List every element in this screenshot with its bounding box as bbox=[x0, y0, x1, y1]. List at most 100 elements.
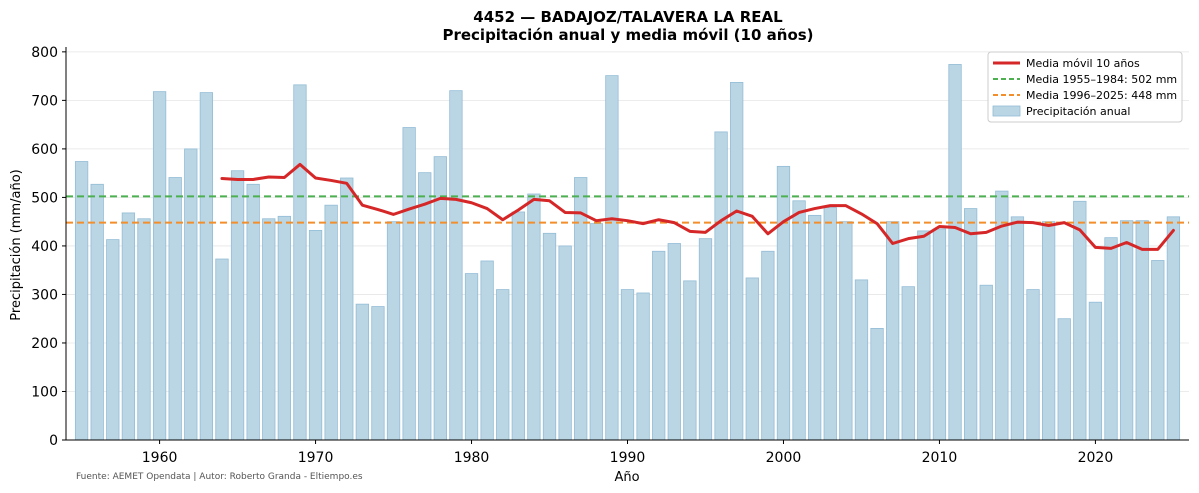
bar bbox=[106, 239, 120, 441]
bar bbox=[308, 229, 323, 441]
y-tick-label: 600 bbox=[31, 142, 58, 158]
bar bbox=[792, 200, 806, 441]
x-tick-label: 2010 bbox=[922, 450, 958, 466]
bar bbox=[262, 218, 276, 441]
bar bbox=[230, 170, 245, 441]
y-tick-label: 700 bbox=[31, 93, 58, 109]
bar bbox=[823, 207, 837, 441]
bar bbox=[496, 289, 510, 441]
y-tick-label: 500 bbox=[31, 190, 58, 206]
bar bbox=[215, 258, 229, 441]
bar bbox=[761, 250, 775, 441]
bar bbox=[1135, 220, 1149, 441]
bar bbox=[683, 280, 697, 441]
bar bbox=[137, 218, 151, 441]
bar bbox=[886, 221, 900, 441]
bar bbox=[152, 91, 167, 441]
bar bbox=[355, 303, 369, 441]
y-tick-label: 400 bbox=[31, 239, 58, 255]
bar bbox=[449, 90, 463, 441]
bar bbox=[901, 286, 915, 441]
bar bbox=[511, 211, 525, 441]
bar bbox=[293, 84, 307, 441]
bar bbox=[698, 238, 713, 441]
bar bbox=[1010, 216, 1025, 441]
x-tick-label: 2000 bbox=[766, 450, 802, 466]
bar bbox=[667, 243, 681, 441]
bar bbox=[808, 214, 822, 441]
bar bbox=[745, 277, 759, 441]
x-tick-label: 1970 bbox=[298, 450, 334, 466]
bar bbox=[636, 292, 650, 441]
moving-average bbox=[220, 162, 1175, 251]
bar bbox=[964, 208, 978, 441]
bar bbox=[589, 223, 603, 441]
bar bbox=[979, 284, 993, 441]
x-tick-label: 1980 bbox=[454, 450, 490, 466]
y-tick-label: 800 bbox=[31, 45, 58, 61]
y-tick-label: 0 bbox=[49, 433, 58, 449]
x-tick-label: 1990 bbox=[610, 450, 646, 466]
bar bbox=[854, 279, 869, 441]
bar bbox=[1166, 216, 1181, 441]
legend-box bbox=[987, 51, 1183, 123]
bar bbox=[917, 230, 931, 441]
reference-lines bbox=[66, 195, 1189, 224]
bar bbox=[1088, 301, 1103, 441]
bar bbox=[402, 127, 416, 441]
legend: Media móvil 10 años Media 1955–1984: 502 … bbox=[987, 51, 1183, 123]
bar bbox=[340, 177, 354, 441]
bar bbox=[324, 204, 338, 441]
bar bbox=[574, 177, 588, 441]
bar bbox=[776, 165, 791, 441]
bar bbox=[1041, 221, 1056, 441]
bar bbox=[464, 273, 479, 441]
legend-label: Media móvil 10 años bbox=[1026, 57, 1140, 70]
chart-subtitle: Precipitación anual y media móvil (10 añ… bbox=[442, 26, 813, 44]
bar bbox=[121, 212, 136, 441]
bar bbox=[605, 75, 619, 441]
legend-label: Media 1996–2025: 448 mm bbox=[1026, 89, 1177, 102]
bar bbox=[714, 131, 728, 441]
bar bbox=[527, 193, 541, 441]
bar bbox=[371, 306, 385, 441]
bar bbox=[932, 228, 947, 441]
bar bbox=[558, 245, 572, 441]
bar bbox=[948, 64, 962, 441]
bar bbox=[1119, 220, 1134, 441]
bar bbox=[1073, 200, 1087, 441]
bar bbox=[730, 82, 744, 441]
bar bbox=[870, 328, 884, 441]
bar bbox=[168, 177, 182, 441]
bar bbox=[480, 260, 494, 441]
bar bbox=[839, 221, 853, 441]
bar bbox=[542, 232, 557, 441]
y-axis-label: Precipitación (mm/año) bbox=[9, 169, 24, 320]
bar bbox=[620, 289, 635, 441]
y-tick-label: 200 bbox=[31, 336, 58, 352]
bar bbox=[418, 172, 432, 441]
bar bbox=[1104, 237, 1118, 441]
bar bbox=[277, 215, 292, 441]
bar bbox=[199, 92, 214, 441]
y-tick-label: 100 bbox=[31, 384, 58, 400]
legend-label: Precipitación anual bbox=[1026, 105, 1130, 118]
x-axis-label: Año bbox=[614, 470, 639, 485]
bar bbox=[1151, 260, 1165, 441]
bar bbox=[1026, 289, 1040, 441]
bar bbox=[184, 148, 198, 441]
bar bbox=[386, 221, 401, 441]
moving-average-line bbox=[220, 162, 1175, 251]
bar bbox=[652, 250, 666, 441]
source-note: Fuente: AEMET Opendata | Autor: Roberto … bbox=[76, 472, 363, 482]
x-tick-label: 1960 bbox=[142, 450, 178, 466]
x-tick-label: 2020 bbox=[1078, 450, 1114, 466]
legend-swatch bbox=[992, 105, 1021, 117]
chart-title: 4452 — BADAJOZ/TALAVERA LA REAL bbox=[473, 8, 783, 26]
bar bbox=[74, 161, 89, 441]
y-tick-label: 300 bbox=[31, 287, 58, 303]
tick-labels: 0 100 200 300 400 500 600 700 800 1960 1970 1980 199… bbox=[31, 45, 1113, 466]
legend-label: Media 1955–1984: 502 mm bbox=[1026, 73, 1177, 86]
bar bbox=[1057, 318, 1071, 441]
